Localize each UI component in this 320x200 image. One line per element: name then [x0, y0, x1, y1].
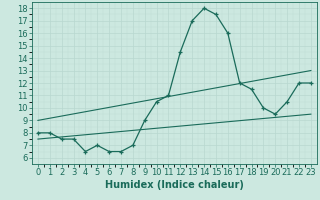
X-axis label: Humidex (Indice chaleur): Humidex (Indice chaleur): [105, 180, 244, 190]
